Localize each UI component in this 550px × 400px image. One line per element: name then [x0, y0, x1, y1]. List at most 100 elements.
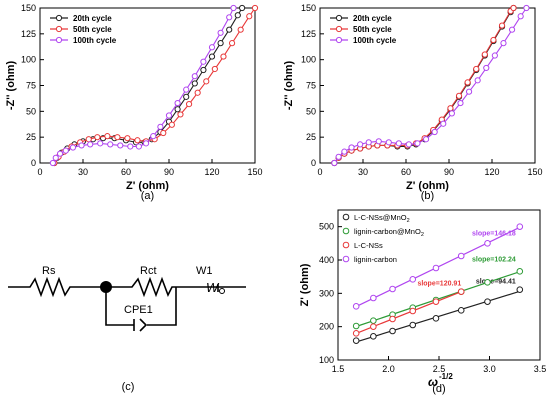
data-point — [97, 140, 104, 147]
x-axis-label-superscript: -1/2 — [439, 372, 453, 381]
data-point — [370, 323, 377, 330]
y-tick-label: 50 — [26, 106, 36, 116]
data-point — [331, 159, 338, 167]
data-point — [49, 159, 57, 167]
data-point — [157, 123, 164, 130]
data-point — [500, 40, 507, 47]
data-point — [226, 26, 233, 33]
data-point — [127, 143, 134, 150]
data-point — [165, 112, 173, 119]
circuit-node — [100, 281, 112, 293]
data-point — [134, 137, 141, 144]
panel-c-equivalent-circuit: Rs Rct W1 CPE1 W (c) — [8, 265, 246, 393]
data-point — [87, 141, 94, 148]
data-point — [251, 4, 259, 12]
y-tick-label: 100 — [301, 55, 316, 65]
legend-label: lignin-carbon — [354, 255, 397, 264]
data-point — [389, 327, 396, 335]
x-tick-label: 1.5 — [332, 364, 345, 374]
data-point — [208, 44, 216, 51]
legend-marker — [342, 255, 350, 263]
y-axis-label: Z' (ohm) — [299, 263, 311, 306]
data-point — [203, 78, 210, 85]
data-point — [457, 288, 465, 295]
data-point — [409, 276, 417, 283]
data-point — [194, 89, 201, 96]
x-tick-label: 60 — [401, 167, 411, 177]
y-tick-label: 125 — [21, 29, 36, 39]
x-tick-label: 90 — [164, 167, 174, 177]
data-point — [440, 120, 447, 127]
y-tick-label: 75 — [306, 81, 316, 91]
rs-label: Rs — [42, 265, 56, 277]
data-point — [335, 153, 342, 160]
data-point — [474, 77, 481, 84]
data-point — [217, 40, 224, 47]
data-point — [150, 133, 157, 140]
data-point — [357, 141, 364, 148]
y-tick-label: 0 — [31, 158, 36, 168]
data-point — [246, 13, 253, 20]
legend-subscript: 2 — [407, 218, 410, 224]
data-point — [523, 4, 530, 12]
legend-marker — [55, 14, 63, 22]
data-point — [226, 14, 233, 21]
data-point — [142, 140, 150, 147]
data-point — [483, 64, 490, 72]
data-point — [405, 141, 412, 148]
y-tick-label: 25 — [26, 132, 36, 142]
data-point — [409, 307, 417, 315]
data-point — [484, 279, 491, 286]
slope-label: slope=146.18 — [472, 230, 516, 237]
caption-b: (b) — [421, 190, 434, 202]
panel-b-nyquist-plot: 0 30 60 90 120 150 0 25 50 75 100 125 150 Z' (ohm) -Z'… — [283, 3, 543, 202]
data-point — [457, 252, 465, 260]
caption-a: (a) — [141, 190, 154, 202]
data-point — [375, 138, 382, 145]
legend-marker — [335, 36, 343, 44]
data-point — [352, 337, 360, 344]
legend-label: 100th cycle — [353, 36, 397, 45]
x-tick-label: 0 — [317, 167, 322, 177]
legend-marker — [342, 241, 350, 249]
data-point — [464, 79, 471, 86]
x-tick-label: 2.5 — [433, 364, 446, 374]
data-point — [211, 65, 218, 73]
data-point — [370, 333, 377, 340]
x-tick-label: 120 — [484, 167, 499, 177]
data-point — [490, 36, 497, 44]
y-tick-label: 50 — [306, 106, 316, 116]
data-point — [409, 321, 417, 329]
data-point — [516, 286, 524, 293]
data-point — [516, 268, 524, 275]
data-point — [389, 285, 396, 293]
y-tick-label: 25 — [306, 132, 316, 142]
data-point — [200, 66, 207, 74]
data-point — [174, 106, 181, 113]
data-point — [185, 101, 193, 108]
data-point — [191, 73, 198, 80]
legend-subscript: 2 — [421, 232, 424, 238]
data-point — [107, 141, 114, 148]
y-tick-label: 75 — [26, 81, 36, 91]
y-tick-label: 100 — [319, 355, 334, 365]
data-point — [234, 12, 241, 19]
x-tick-label: 30 — [78, 167, 88, 177]
data-point — [517, 13, 524, 20]
data-point — [370, 294, 377, 302]
legend-label: 50th cycle — [353, 25, 392, 34]
y-tick-label: 500 — [319, 222, 334, 232]
data-point — [62, 147, 69, 154]
x-axis-label: Z' (ohm) — [126, 180, 169, 192]
x-tick-label: 30 — [358, 167, 368, 177]
y-tick-label: 100 — [21, 55, 36, 65]
legend-marker — [55, 25, 63, 33]
data-point — [365, 139, 372, 146]
y-tick-label: 125 — [301, 29, 316, 39]
y-axis-label: -Z'' (ohm) — [283, 61, 295, 111]
data-point — [457, 99, 464, 107]
w1-symbol-ring — [219, 288, 225, 294]
data-point — [160, 129, 167, 137]
data-point — [457, 307, 465, 314]
